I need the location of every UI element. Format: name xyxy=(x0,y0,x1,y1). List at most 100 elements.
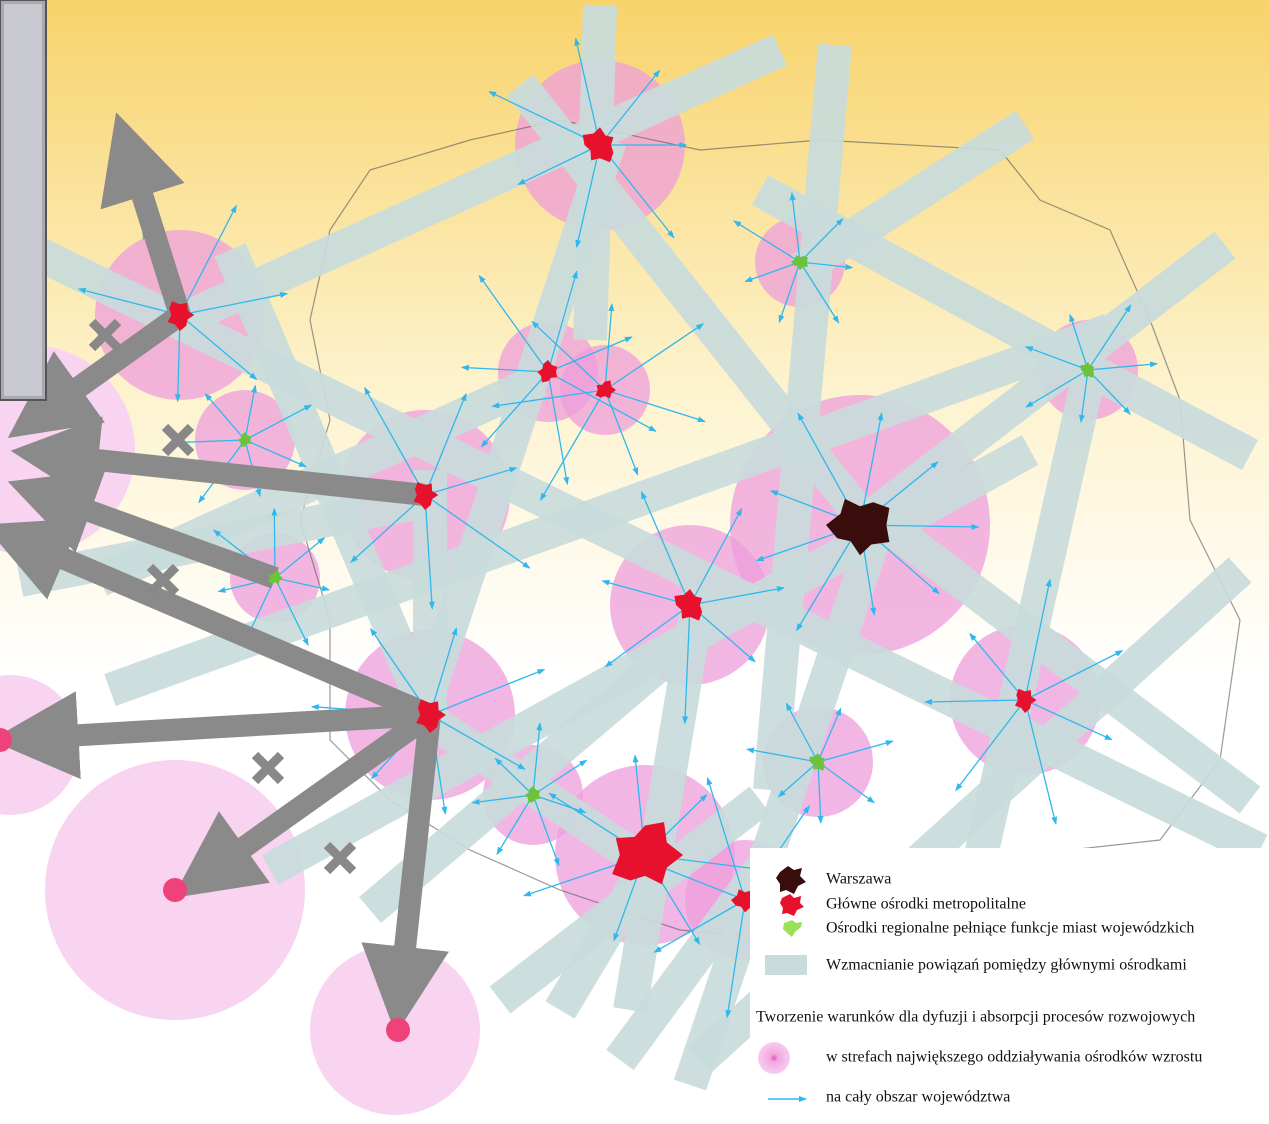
diffusion-arrow xyxy=(604,389,639,476)
diffusion-arrow xyxy=(274,577,331,592)
diffusion-arrow xyxy=(1087,361,1159,371)
city xyxy=(537,360,558,383)
diffusion-arrow xyxy=(478,274,549,373)
diffusion-arrow xyxy=(532,759,588,796)
diffusion-arrow xyxy=(653,899,746,953)
city xyxy=(167,301,195,331)
diffusion-arrow xyxy=(179,291,289,316)
city xyxy=(525,786,540,803)
diffusion-arrow xyxy=(274,537,326,579)
external-link xyxy=(172,706,437,898)
external-center xyxy=(386,1018,410,1042)
diffusion-arrow xyxy=(424,494,531,569)
corridor xyxy=(506,74,894,551)
corridor xyxy=(545,851,665,1019)
city xyxy=(791,255,808,270)
external-link xyxy=(7,470,279,589)
barrier-x xyxy=(88,318,122,352)
diffusion-arrow xyxy=(746,747,819,763)
external-link xyxy=(0,691,431,780)
diffusion-arrow xyxy=(799,218,844,263)
diffusion-arrow xyxy=(532,794,587,814)
diffusion-arrow xyxy=(1024,699,1058,825)
legend-zone-symbol xyxy=(758,1042,790,1074)
diffusion-arrow xyxy=(817,761,875,804)
city xyxy=(582,127,614,163)
diffusion-arrow xyxy=(179,204,237,316)
diffusion-arrow xyxy=(604,303,615,391)
legend-label: na cały obszar województwa xyxy=(826,1089,1010,1106)
legend-corridor-symbol xyxy=(765,955,807,975)
corridor xyxy=(1082,354,1258,471)
diffusion-arrow xyxy=(777,761,819,798)
city xyxy=(1015,688,1037,713)
diffusion-arrow xyxy=(604,389,706,423)
legend-label: Warszawa xyxy=(826,871,891,888)
diffusion-arrow xyxy=(817,707,842,763)
diffusion-arrow xyxy=(574,37,601,146)
diffusion-arrow xyxy=(1025,369,1089,408)
external-center xyxy=(163,878,187,902)
diffusion-arrow xyxy=(778,261,801,324)
diffusion-arrow xyxy=(547,336,633,373)
legend-metro-symbol xyxy=(780,894,804,916)
barrier-x xyxy=(161,423,195,457)
external-link xyxy=(100,112,191,319)
legend: Warszawa Główne ośrodki metropolitalne O… xyxy=(750,848,1269,1124)
external-link xyxy=(361,713,449,1035)
city xyxy=(413,482,439,510)
diffusion-arrow xyxy=(706,777,746,901)
diffusion-arrow xyxy=(424,467,518,496)
cities xyxy=(167,127,1094,913)
corridor xyxy=(673,514,897,1091)
corridor xyxy=(403,134,627,726)
diffusion-arrow xyxy=(364,386,426,496)
city xyxy=(809,753,825,771)
diffusion-arrow xyxy=(1024,578,1052,701)
diffusion-arrow xyxy=(923,698,1026,705)
city xyxy=(237,432,252,447)
diffusion-arrow xyxy=(640,490,691,606)
diffusion-arrow xyxy=(244,384,257,441)
diffusion-arrow xyxy=(547,371,570,486)
city xyxy=(612,822,683,885)
diffusion-arrow xyxy=(429,668,546,716)
diffusion-arrow xyxy=(531,320,606,391)
diffusion-arrow xyxy=(796,524,861,632)
diffusion-arrow xyxy=(174,439,246,446)
diffusion-arrow xyxy=(496,794,534,856)
diffusion-arrow xyxy=(604,323,705,391)
diffusion-arrow xyxy=(547,270,578,373)
diffusion-arrow xyxy=(655,864,746,901)
external-link xyxy=(10,416,427,506)
diffusion-arrow xyxy=(204,393,246,441)
diffusion-arrow xyxy=(424,494,435,610)
diffusion-arrow xyxy=(460,364,549,373)
diffusion-arrow xyxy=(604,604,691,668)
diffusion-arrow xyxy=(1024,699,1113,741)
diffusion-arrow xyxy=(532,794,560,867)
diffusion-arrow xyxy=(424,392,467,496)
corridor xyxy=(869,506,1261,814)
diffusion-arrow xyxy=(817,761,824,824)
diffusion-arrow xyxy=(77,287,181,316)
diffusion-arrow xyxy=(1024,650,1124,701)
barrier-x xyxy=(146,563,180,597)
diffusion-arrow xyxy=(682,604,691,725)
diffusion-arrow xyxy=(532,722,543,796)
legend-label: Główne ośrodki metropolitalne xyxy=(826,896,1026,913)
diffusion-arrow xyxy=(689,586,785,606)
diffusion-arrow xyxy=(785,702,819,763)
diffusion-arrow xyxy=(1078,369,1089,424)
diffusion-arrow xyxy=(429,627,458,716)
diffusion-arrow xyxy=(789,192,801,263)
diffusion-arrow xyxy=(488,91,601,146)
diffusion-arrow xyxy=(1024,346,1089,371)
legend-warszawa-symbol xyxy=(776,866,806,894)
city xyxy=(674,589,703,621)
diffusion-arrow xyxy=(725,899,746,1019)
diffusion-arrow xyxy=(599,144,675,239)
external-link xyxy=(7,306,187,439)
diffusion-arrow xyxy=(429,714,526,770)
